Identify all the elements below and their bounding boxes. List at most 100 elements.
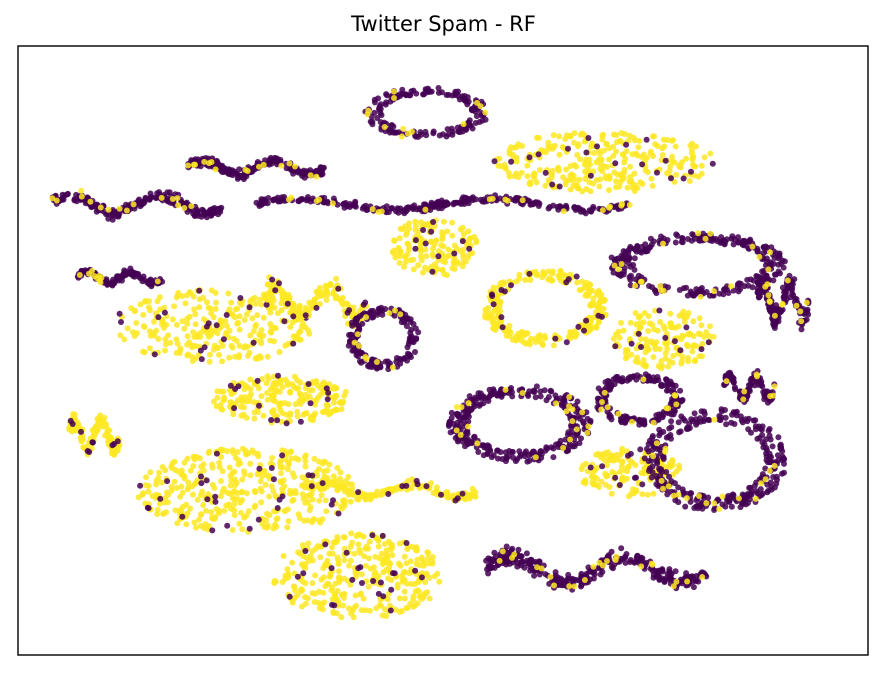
- scatter-point-class-1: [640, 319, 647, 326]
- scatter-point-class-1: [165, 499, 171, 506]
- scatter-point-class-0: [268, 417, 275, 423]
- scatter-point-class-0: [379, 311, 386, 318]
- scatter-point-class-1: [696, 315, 703, 322]
- scatter-point-class-1: [316, 458, 322, 465]
- scatter-point-class-1: [173, 485, 180, 491]
- scatter-point-class-1: [390, 487, 397, 493]
- scatter-point-class-1: [196, 296, 203, 303]
- scatter-point-class-1: [285, 518, 292, 525]
- scatter-point-class-0: [679, 239, 686, 246]
- scatter-point-class-1: [70, 411, 77, 418]
- scatter-point-class-1: [271, 577, 278, 584]
- scatter-point-class-1: [321, 599, 328, 606]
- scatter-point-class-0: [140, 200, 147, 207]
- scatter-point-class-1: [154, 298, 161, 305]
- scatter-point-class-1: [324, 288, 330, 295]
- scatter-point-class-1: [603, 140, 610, 147]
- scatter-point-class-0: [232, 386, 239, 392]
- scatter-point-class-0: [409, 204, 416, 211]
- scatter-point-class-1: [375, 543, 382, 550]
- scatter-point-class-1: [692, 358, 698, 365]
- scatter-point-class-1: [361, 553, 368, 560]
- scatter-point-class-1: [389, 364, 396, 371]
- scatter-point-class-1: [220, 397, 227, 404]
- scatter-point-class-1: [466, 250, 473, 257]
- scatter-point-class-1: [322, 562, 329, 569]
- scatter-point-class-1: [87, 198, 94, 205]
- scatter-point-class-1: [566, 394, 573, 400]
- scatter-point-class-0: [735, 234, 742, 241]
- scatter-point-class-1: [294, 413, 301, 420]
- scatter-point-class-1: [251, 504, 258, 511]
- scatter-point-class-1: [216, 459, 223, 466]
- scatter-point-class-0: [662, 334, 669, 341]
- scatter-point-class-1: [420, 562, 427, 569]
- scatter-point-class-1: [191, 481, 198, 487]
- scatter-point-class-1: [424, 221, 431, 228]
- scatter-point-class-1: [535, 134, 542, 141]
- scatter-point-class-1: [143, 474, 150, 481]
- scatter-point-class-1: [168, 464, 175, 471]
- scatter-point-class-0: [787, 294, 794, 301]
- scatter-point-class-1: [230, 411, 237, 418]
- scatter-point-class-1: [562, 136, 569, 142]
- scatter-point-class-1: [341, 497, 348, 504]
- scatter-point-class-1: [270, 396, 277, 403]
- scatter-point-class-1: [611, 169, 618, 176]
- scatter-point-class-1: [584, 429, 591, 436]
- scatter-point-class-1: [439, 266, 446, 273]
- scatter-point-class-1: [154, 278, 161, 285]
- scatter-point-class-1: [211, 485, 218, 491]
- scatter-point-class-1: [189, 358, 196, 364]
- scatter-point-class-1: [798, 318, 805, 325]
- scatter-point-class-1: [146, 345, 153, 352]
- scatter-point-class-1: [375, 209, 382, 215]
- scatter-point-class-1: [334, 596, 340, 603]
- scatter-point-class-0: [426, 88, 433, 95]
- scatter-point-class-1: [169, 460, 176, 467]
- scatter-point-class-1: [401, 595, 408, 602]
- scatter-point-class-0: [422, 240, 429, 247]
- scatter-point-class-1: [803, 299, 810, 306]
- scatter-point-class-1: [749, 243, 756, 250]
- scatter-point-class-1: [286, 160, 293, 167]
- scatter-point-class-1: [486, 310, 492, 317]
- scatter-point-class-1: [313, 198, 320, 204]
- scatter-point-class-0: [274, 417, 281, 424]
- scatter-point-class-1: [590, 295, 597, 302]
- scatter-point-class-1: [556, 274, 563, 281]
- scatter-point-class-0: [262, 197, 269, 204]
- scatter-point-class-1: [287, 389, 294, 396]
- scatter-point-class-1: [598, 406, 605, 413]
- scatter-point-class-1: [378, 550, 385, 557]
- scatter-point-class-1: [630, 134, 637, 141]
- scatter-point-class-1: [417, 219, 424, 226]
- scatter-point-class-1: [331, 384, 338, 390]
- scatter-point-class-0: [723, 421, 730, 428]
- scatter-point-class-1: [347, 543, 354, 550]
- scatter-point-class-0: [491, 158, 498, 165]
- scatter-point-class-0: [464, 441, 471, 448]
- scatter-point-class-1: [610, 335, 617, 342]
- scatter-point-class-1: [460, 259, 467, 266]
- scatter-point-class-1: [627, 163, 633, 170]
- scatter-point-class-0: [639, 481, 646, 488]
- scatter-point-class-0: [263, 301, 270, 308]
- scatter-point-class-1: [178, 467, 185, 474]
- scatter-point-class-1: [438, 242, 445, 249]
- scatter-point-class-1: [179, 318, 186, 325]
- scatter-point-class-0: [612, 343, 619, 350]
- scatter-point-class-1: [203, 330, 210, 336]
- scatter-point-class-1: [158, 194, 165, 201]
- scatter-point-class-0: [466, 393, 473, 400]
- chart-title: Twitter Spam - RF: [351, 12, 536, 36]
- scatter-point-class-1: [345, 473, 352, 480]
- scatter-point-class-1: [294, 316, 301, 323]
- scatter-point-class-1: [286, 412, 293, 419]
- scatter-point-class-1: [767, 249, 773, 256]
- scatter-point-class-1: [389, 249, 396, 256]
- scatter-point-class-1: [627, 178, 634, 185]
- scatter-point-class-1: [250, 328, 257, 335]
- scatter-point-class-1: [341, 557, 348, 564]
